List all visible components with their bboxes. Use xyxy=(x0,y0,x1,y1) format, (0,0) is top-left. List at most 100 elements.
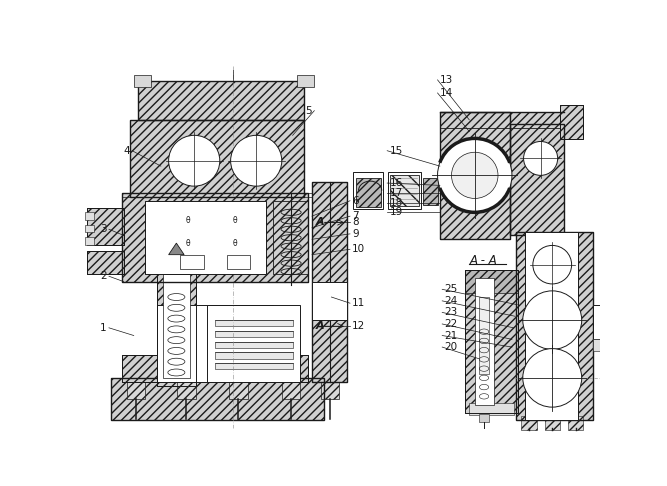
Bar xyxy=(122,355,308,382)
Bar xyxy=(356,178,381,207)
Bar xyxy=(145,201,265,274)
Text: 15: 15 xyxy=(390,146,403,156)
Bar xyxy=(312,181,347,382)
Text: 10: 10 xyxy=(352,244,366,254)
Bar xyxy=(281,382,300,399)
Bar xyxy=(215,331,293,337)
Bar xyxy=(122,355,308,382)
Text: θ: θ xyxy=(185,239,190,248)
Bar xyxy=(423,178,438,205)
Text: 7: 7 xyxy=(352,211,359,221)
Text: 4: 4 xyxy=(123,146,130,156)
Text: 18: 18 xyxy=(390,198,403,208)
Bar xyxy=(177,382,195,399)
Bar xyxy=(516,231,525,420)
Bar xyxy=(229,382,247,399)
Bar xyxy=(525,231,578,420)
Text: 19: 19 xyxy=(390,208,403,217)
Text: A: A xyxy=(316,217,325,227)
Bar xyxy=(227,255,250,269)
Bar xyxy=(215,342,293,348)
Bar xyxy=(440,112,510,239)
Bar xyxy=(85,212,94,220)
Text: 5: 5 xyxy=(305,105,312,116)
Circle shape xyxy=(438,139,512,212)
Bar xyxy=(157,266,195,385)
Bar xyxy=(440,112,564,128)
Bar xyxy=(297,75,313,87)
Bar xyxy=(122,193,308,281)
Bar xyxy=(157,305,273,382)
Text: 1: 1 xyxy=(100,323,107,333)
Bar xyxy=(87,208,125,245)
Text: θ: θ xyxy=(232,215,237,225)
Bar xyxy=(479,297,490,374)
Bar xyxy=(215,320,293,326)
Bar xyxy=(111,378,323,420)
Bar xyxy=(134,75,151,87)
Bar xyxy=(157,266,195,385)
Text: 3: 3 xyxy=(100,224,107,234)
Bar xyxy=(466,270,518,293)
Bar xyxy=(87,251,125,274)
Bar xyxy=(521,417,537,430)
Text: 14: 14 xyxy=(440,88,453,98)
Bar xyxy=(163,274,189,378)
Bar xyxy=(145,201,180,274)
Bar xyxy=(594,305,609,339)
Text: θ: θ xyxy=(232,239,237,248)
Bar xyxy=(87,208,125,245)
Text: 25: 25 xyxy=(444,284,458,295)
Text: 11: 11 xyxy=(352,298,366,308)
Bar xyxy=(475,278,494,405)
Text: 9: 9 xyxy=(352,229,359,239)
Bar xyxy=(578,231,594,420)
Text: 6: 6 xyxy=(352,196,359,206)
Text: 23: 23 xyxy=(444,308,458,317)
Bar xyxy=(510,124,564,235)
Bar xyxy=(215,363,293,369)
Bar xyxy=(122,193,308,281)
Bar xyxy=(594,339,604,351)
Text: 12: 12 xyxy=(352,321,366,331)
Text: 16: 16 xyxy=(390,178,403,188)
Text: 22: 22 xyxy=(444,319,458,329)
Text: 13: 13 xyxy=(440,75,453,85)
Circle shape xyxy=(231,135,281,186)
Bar xyxy=(180,255,203,269)
Bar xyxy=(544,417,560,430)
Circle shape xyxy=(169,135,219,186)
Text: 20: 20 xyxy=(444,342,458,352)
Bar xyxy=(127,382,145,399)
Bar xyxy=(440,112,510,239)
Bar xyxy=(85,237,94,244)
Text: 2: 2 xyxy=(100,271,107,281)
Bar xyxy=(466,270,518,413)
Text: 24: 24 xyxy=(444,296,458,306)
Bar xyxy=(516,231,594,420)
Bar xyxy=(85,225,94,232)
Bar xyxy=(568,417,583,430)
Text: 21: 21 xyxy=(444,330,458,341)
Bar xyxy=(130,120,304,197)
Bar xyxy=(560,104,583,139)
Bar xyxy=(560,104,583,139)
Bar xyxy=(87,251,125,274)
Circle shape xyxy=(524,141,558,175)
Bar xyxy=(312,281,347,293)
Bar xyxy=(111,378,323,420)
Bar xyxy=(321,382,339,399)
Polygon shape xyxy=(169,243,184,255)
Bar xyxy=(510,124,564,235)
Circle shape xyxy=(533,245,572,284)
Text: θ: θ xyxy=(185,215,190,225)
Bar xyxy=(273,201,308,274)
Bar xyxy=(312,281,347,320)
Bar xyxy=(388,172,420,209)
Circle shape xyxy=(523,348,582,407)
Bar xyxy=(466,270,518,413)
Bar xyxy=(130,120,304,197)
Bar xyxy=(312,181,347,382)
Text: A - A: A - A xyxy=(470,254,497,267)
Bar xyxy=(470,403,514,415)
